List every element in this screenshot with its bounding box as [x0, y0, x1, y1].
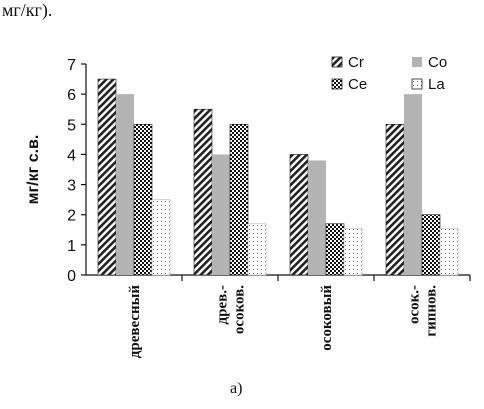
bar-ce-2 [229, 123, 249, 276]
bar-co-3 [308, 160, 326, 275]
legend-swatch-cr [331, 56, 343, 68]
y-tick-label: 0 [67, 268, 76, 285]
x-category-label: древ.- [215, 285, 231, 324]
legend-swatch-la [411, 78, 423, 90]
y-tick-label: 5 [67, 117, 76, 134]
legend-swatch-ce [331, 78, 343, 90]
legend-swatch-co [412, 57, 422, 67]
bar-co-4 [404, 94, 422, 276]
figure-caption: а) [230, 380, 243, 397]
bar-cr-1 [97, 78, 117, 276]
legend-label-co: Co [428, 54, 447, 71]
header-fragment: мг/кг). [2, 0, 53, 20]
x-category-label: древесный [127, 285, 143, 359]
y-tick-label: 1 [67, 238, 76, 255]
x-category-label: осок.- [407, 285, 423, 324]
y-tick-label: 7 [67, 57, 76, 74]
bar-ce-3 [325, 223, 345, 276]
y-tick-label: 2 [67, 208, 76, 225]
x-category-label: осоков. [232, 285, 248, 334]
bar-la-1 [151, 199, 171, 276]
bar-cr-2 [193, 108, 213, 276]
y-tick-label: 4 [67, 147, 76, 164]
y-tick-label: 3 [67, 178, 76, 195]
legend-label-la: La [428, 76, 445, 93]
legend-label-cr: Cr [348, 54, 364, 71]
y-axis-title: мг/кг с.в. [25, 135, 42, 205]
bar-cr-3 [289, 154, 309, 276]
x-category-label: осоковый [319, 285, 335, 351]
legend-label-ce: Ce [348, 76, 367, 93]
bar-la-2 [247, 223, 267, 276]
bar-co-1 [116, 94, 134, 276]
y-tick-label: 6 [67, 87, 76, 104]
bar-la-3 [343, 227, 363, 276]
bar-la-4 [439, 227, 459, 276]
x-category-label: гипнов. [424, 285, 440, 337]
bar-cr-4 [385, 123, 405, 276]
bar-ce-4 [421, 214, 441, 276]
bar-co-2 [212, 154, 230, 275]
bar-ce-1 [133, 123, 153, 276]
